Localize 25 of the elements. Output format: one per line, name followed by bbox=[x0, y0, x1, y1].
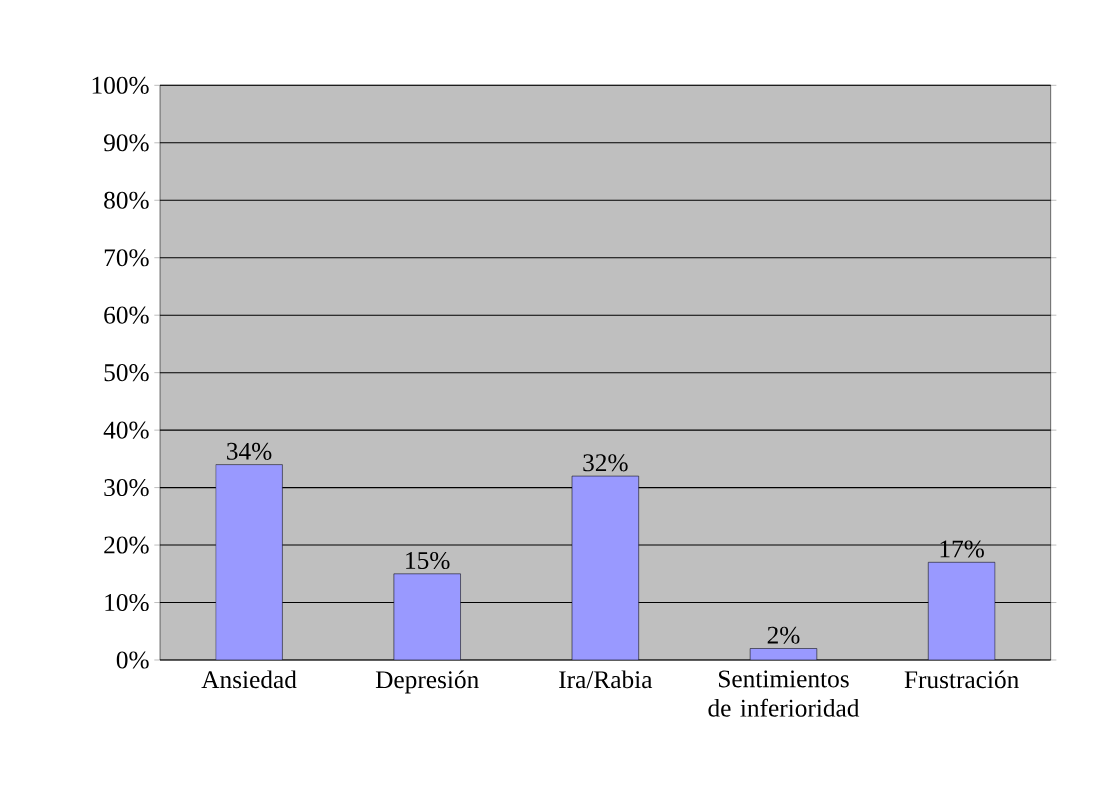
x-tick-label: Ansiedad bbox=[201, 670, 297, 689]
bar bbox=[393, 573, 461, 660]
data-label: 34% bbox=[227, 442, 272, 460]
y-tick-label: 30% bbox=[104, 479, 149, 497]
y-tick-label: 0% bbox=[116, 651, 149, 669]
y-tick-label: 20% bbox=[104, 536, 149, 554]
y-tick-label: 60% bbox=[104, 306, 149, 324]
bar bbox=[928, 562, 996, 660]
y-tick-label: 50% bbox=[104, 364, 149, 382]
bar bbox=[571, 475, 639, 660]
data-label: 15% bbox=[406, 551, 450, 570]
bar bbox=[215, 464, 283, 660]
x-tick-label: Depresión bbox=[375, 670, 479, 694]
y-tick-label: 80% bbox=[104, 191, 149, 209]
y-tick-label: 40% bbox=[103, 421, 149, 439]
y-tick-label: 10% bbox=[105, 593, 149, 612]
x-tick-label: Ira/Rabia bbox=[559, 670, 653, 689]
data-label: 17% bbox=[940, 540, 984, 558]
data-label: 2% bbox=[767, 626, 800, 644]
y-tick-label: 70% bbox=[104, 249, 149, 267]
x-tick-label: Frustración bbox=[904, 670, 1019, 689]
data-label: 32% bbox=[583, 454, 628, 472]
x-tick-label: Sentimientos de inferioridad bbox=[708, 670, 860, 717]
y-tick-label: 100% bbox=[92, 76, 149, 94]
y-tick-label: 90% bbox=[103, 134, 149, 152]
